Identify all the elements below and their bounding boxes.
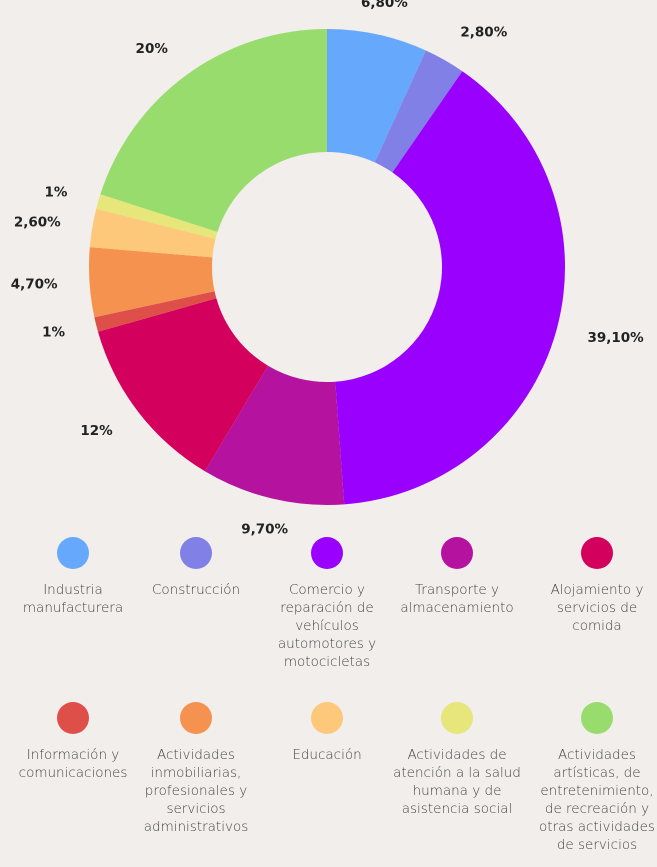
donut-segment [96, 194, 218, 239]
data-label: 12% [80, 423, 113, 439]
legend-item: Transporte y almacenamiento [393, 537, 521, 617]
legend-swatch [180, 702, 212, 734]
legend-item: Actividades de atención a la salud human… [393, 702, 521, 818]
legend-swatch [311, 537, 343, 569]
donut-segment [204, 365, 345, 505]
legend-label: Actividades inmobiliarias, profesionales… [143, 747, 249, 835]
data-label: 2,80% [460, 24, 507, 40]
legend-item: Industria manufacturera [9, 537, 137, 617]
data-label: 1% [42, 324, 65, 340]
legend-swatch [581, 702, 613, 734]
data-label: 6,80% [361, 0, 408, 11]
data-label: 20% [136, 41, 169, 57]
legend-swatch [311, 702, 343, 734]
legend-item: Alojamiento y servicios de comida [533, 537, 657, 635]
legend-swatch [581, 537, 613, 569]
donut-segment [89, 208, 216, 258]
donut-segment [97, 298, 268, 472]
donut-segment [327, 29, 426, 163]
legend-swatch [441, 702, 473, 734]
legend-label: Industria manufacturera [22, 582, 124, 616]
legend-item: Comercio y reparación de vehículos autom… [263, 537, 391, 671]
data-label: 39,10% [587, 330, 644, 346]
legend-swatch [180, 537, 212, 569]
data-label: 4,70% [11, 276, 58, 292]
legend-label: Actividades artísticas, de entretenimien… [539, 747, 655, 853]
legend-label: Construcción [151, 582, 241, 598]
donut-segment [88, 247, 215, 318]
donut-segment [94, 291, 217, 332]
legend-item: Actividades inmobiliarias, profesionales… [132, 702, 260, 836]
data-label: 1% [45, 185, 68, 201]
donut-segment [374, 50, 463, 173]
donut-segment [335, 71, 565, 505]
legend-label: Educación [292, 747, 362, 763]
legend-label: Comercio y reparación de vehículos autom… [277, 582, 377, 670]
legend-label: Transporte y almacenamiento [400, 582, 514, 616]
legend-swatch [57, 537, 89, 569]
data-label: 2,60% [14, 215, 61, 231]
legend-swatch [57, 702, 89, 734]
legend-label: Actividades de atención a la salud human… [393, 747, 521, 817]
legend-swatch [441, 537, 473, 569]
legend-item: Actividades artísticas, de entretenimien… [533, 702, 657, 854]
legend-item: Construcción [132, 537, 260, 599]
legend-label: Alojamiento y servicios de comida [550, 582, 644, 634]
legend-label: Información y comunicaciones [18, 747, 128, 781]
data-label: 9,70% [241, 522, 288, 538]
legend-item: Educación [263, 702, 391, 764]
donut-segment [100, 29, 327, 232]
legend-item: Información y comunicaciones [9, 702, 137, 782]
